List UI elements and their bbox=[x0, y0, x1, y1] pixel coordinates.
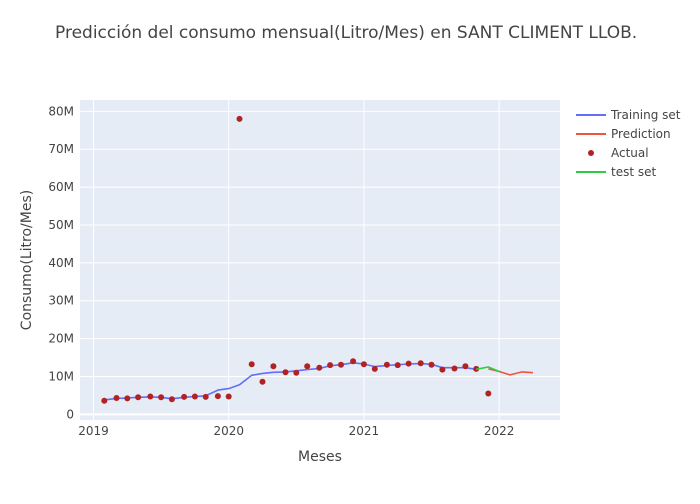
legend-swatch-actual bbox=[588, 150, 594, 156]
y-tick-label: 40M bbox=[48, 256, 74, 270]
data-point-actual bbox=[101, 397, 108, 404]
data-point-actual bbox=[135, 394, 142, 401]
data-point-actual bbox=[202, 393, 209, 400]
plot-area bbox=[80, 100, 560, 420]
data-point-actual bbox=[451, 365, 458, 372]
y-tick-label: 10M bbox=[48, 369, 74, 383]
data-point-actual bbox=[113, 395, 120, 401]
y-axis-title: Consumo(Litro/Mes) bbox=[19, 190, 35, 330]
data-point-actual bbox=[439, 366, 446, 373]
data-point-actual bbox=[158, 394, 165, 401]
legend-label-training-set: Training set bbox=[610, 108, 681, 122]
data-point-actual bbox=[270, 363, 277, 370]
data-point-actual bbox=[417, 360, 424, 367]
legend: Training set Prediction Actual test set bbox=[576, 108, 681, 179]
data-point-actual bbox=[236, 115, 243, 122]
data-point-actual bbox=[371, 365, 378, 372]
x-tick-label: 2019 bbox=[78, 424, 109, 438]
data-point-actual bbox=[316, 364, 323, 371]
data-point-actual bbox=[485, 390, 492, 397]
data-point-actual bbox=[225, 393, 232, 400]
data-point-actual bbox=[181, 393, 188, 400]
data-point-actual bbox=[394, 362, 401, 369]
data-point-actual bbox=[304, 363, 311, 370]
data-point-actual bbox=[462, 363, 469, 370]
series-layer bbox=[101, 115, 534, 404]
data-point-actual bbox=[293, 369, 300, 376]
data-point-actual bbox=[282, 369, 289, 376]
legend-label-test-set: test set bbox=[611, 165, 656, 179]
y-tick-label: 80M bbox=[48, 104, 74, 118]
data-point-actual bbox=[214, 393, 221, 400]
x-tick-label: 2021 bbox=[349, 424, 380, 438]
x-tick-label: 2020 bbox=[213, 424, 244, 438]
gridlines bbox=[80, 100, 560, 420]
data-point-actual bbox=[248, 361, 255, 368]
data-point-actual bbox=[360, 361, 367, 368]
data-point-actual bbox=[259, 378, 266, 385]
y-tick-label: 70M bbox=[48, 142, 74, 156]
data-point-actual bbox=[327, 362, 334, 369]
series-line-test-set bbox=[476, 366, 500, 373]
data-point-actual bbox=[338, 361, 344, 368]
y-tick-label: 50M bbox=[48, 218, 74, 232]
data-point-actual bbox=[124, 395, 131, 402]
data-point-actual bbox=[350, 358, 357, 365]
y-axis-ticks: 0 10M 20M 30M 40M 50M 60M 70M 80M bbox=[48, 104, 74, 421]
chart-title: Predicción del consumo mensual(Litro/Mes… bbox=[55, 23, 637, 43]
data-point-actual bbox=[383, 361, 390, 368]
series-line-training-set bbox=[104, 361, 477, 401]
x-axis-title: Meses bbox=[298, 449, 342, 465]
y-tick-label: 60M bbox=[48, 180, 74, 194]
x-tick-label: 2022 bbox=[484, 424, 515, 438]
y-tick-label: 30M bbox=[48, 294, 74, 308]
data-point-actual bbox=[191, 393, 198, 400]
data-point-actual bbox=[428, 361, 435, 368]
x-axis-ticks: 2019 2020 2021 2022 bbox=[78, 424, 514, 438]
data-point-actual bbox=[147, 393, 154, 400]
y-tick-label: 20M bbox=[48, 332, 74, 346]
data-point-actual bbox=[168, 396, 175, 403]
data-point-actual bbox=[405, 360, 412, 367]
legend-label-actual: Actual bbox=[611, 146, 649, 160]
y-tick-label: 0 bbox=[66, 407, 74, 421]
legend-label-prediction: Prediction bbox=[611, 127, 671, 141]
